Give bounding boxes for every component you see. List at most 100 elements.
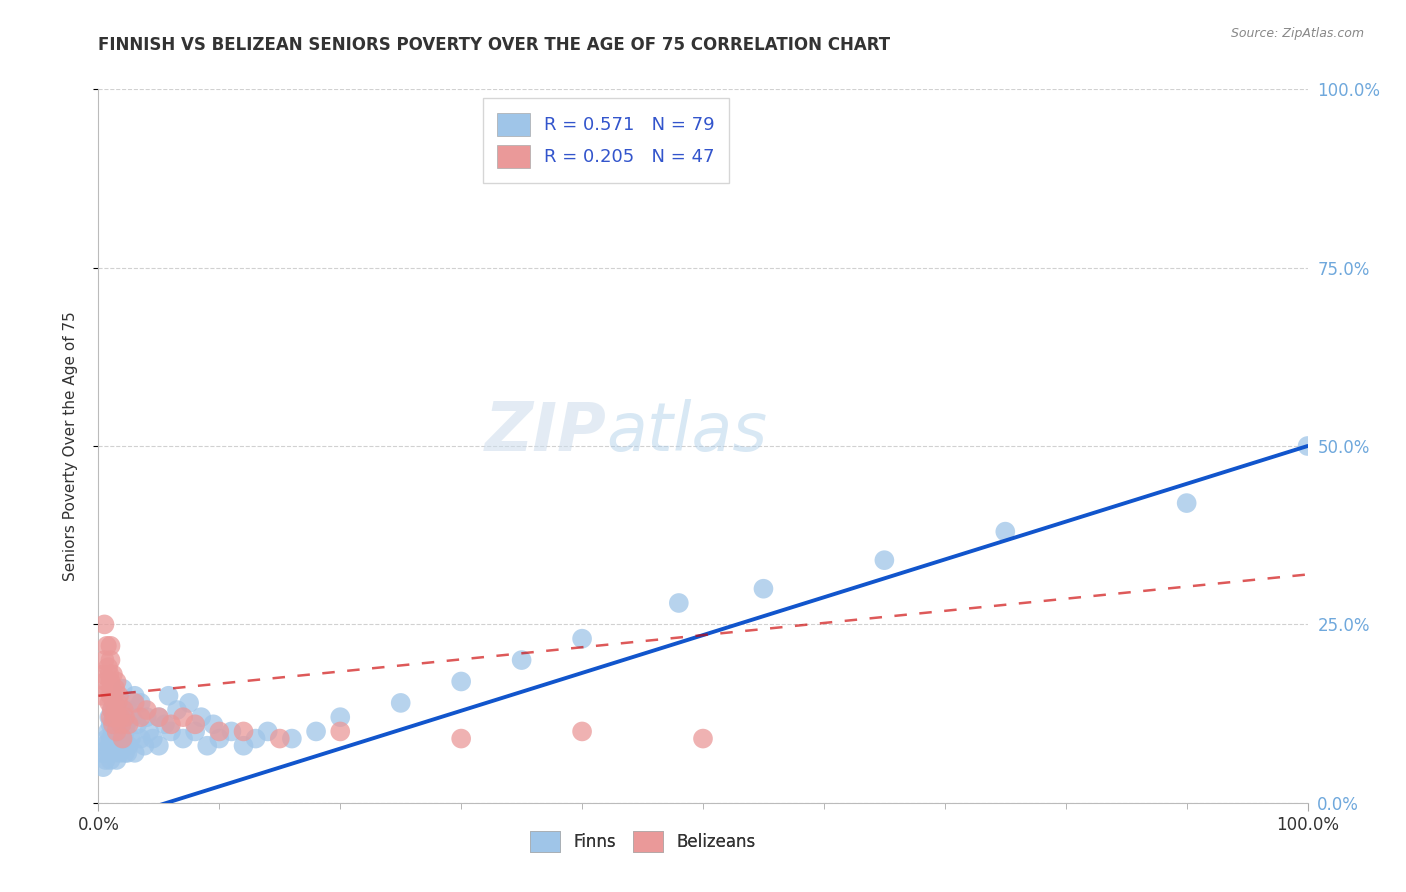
Point — [91, 667, 114, 681]
Point — [110, 717, 132, 731]
Point — [153, 717, 176, 731]
Point — [129, 696, 152, 710]
Point — [184, 724, 207, 739]
Point — [135, 703, 157, 717]
Point — [101, 667, 124, 681]
Point — [571, 724, 593, 739]
Point — [208, 724, 231, 739]
Point — [100, 710, 122, 724]
Point — [100, 681, 122, 696]
Point — [510, 653, 533, 667]
Text: FINNISH VS BELIZEAN SENIORS POVERTY OVER THE AGE OF 75 CORRELATION CHART: FINNISH VS BELIZEAN SENIORS POVERTY OVER… — [98, 36, 890, 54]
Point — [245, 731, 267, 746]
Point — [105, 724, 128, 739]
Point — [93, 653, 115, 667]
Point — [305, 724, 328, 739]
Point — [100, 639, 122, 653]
Point — [172, 731, 194, 746]
Point — [101, 724, 124, 739]
Point — [101, 717, 124, 731]
Point — [450, 731, 472, 746]
Point — [96, 639, 118, 653]
Point — [208, 731, 231, 746]
Point — [202, 717, 225, 731]
Point — [160, 724, 183, 739]
Point — [105, 724, 128, 739]
Point — [127, 717, 149, 731]
Point — [103, 731, 125, 746]
Point — [104, 681, 127, 696]
Point — [752, 582, 775, 596]
Point — [135, 710, 157, 724]
Point — [97, 746, 120, 760]
Point — [117, 746, 139, 760]
Point — [329, 710, 352, 724]
Point — [232, 739, 254, 753]
Point — [93, 739, 115, 753]
Point — [100, 731, 122, 746]
Point — [104, 739, 127, 753]
Point — [221, 724, 243, 739]
Point — [269, 731, 291, 746]
Point — [121, 710, 143, 724]
Point — [100, 653, 122, 667]
Point — [103, 710, 125, 724]
Point — [114, 746, 136, 760]
Point — [138, 724, 160, 739]
Point — [108, 689, 131, 703]
Point — [179, 696, 201, 710]
Point — [94, 753, 117, 767]
Point — [256, 724, 278, 739]
Point — [100, 717, 122, 731]
Point — [157, 689, 180, 703]
Point — [108, 739, 131, 753]
Point — [692, 731, 714, 746]
Point — [668, 596, 690, 610]
Point — [97, 681, 120, 696]
Point — [107, 731, 129, 746]
Point — [100, 753, 122, 767]
Point — [129, 710, 152, 724]
Point — [111, 703, 134, 717]
Point — [91, 746, 114, 760]
Point — [101, 746, 124, 760]
Point — [1175, 496, 1198, 510]
Point — [100, 739, 122, 753]
Point — [571, 632, 593, 646]
Point — [389, 696, 412, 710]
Point — [134, 739, 156, 753]
Text: Source: ZipAtlas.com: Source: ZipAtlas.com — [1230, 27, 1364, 40]
Point — [108, 717, 131, 731]
Point — [124, 746, 146, 760]
Point — [450, 674, 472, 689]
Point — [107, 710, 129, 724]
Y-axis label: Seniors Poverty Over the Age of 75: Seniors Poverty Over the Age of 75 — [63, 311, 77, 581]
Point — [184, 717, 207, 731]
Point — [105, 674, 128, 689]
Legend: Finns, Belizeans: Finns, Belizeans — [523, 824, 762, 859]
Point — [172, 710, 194, 724]
Point — [120, 731, 142, 746]
Point — [129, 731, 152, 746]
Point — [103, 710, 125, 724]
Point — [105, 703, 128, 717]
Point — [118, 703, 141, 717]
Point — [118, 739, 141, 753]
Point — [142, 731, 165, 746]
Point — [160, 717, 183, 731]
Point — [1296, 439, 1319, 453]
Point — [114, 724, 136, 739]
Point — [108, 746, 131, 760]
Point — [97, 724, 120, 739]
Point — [195, 739, 218, 753]
Point — [91, 760, 114, 774]
Text: ZIP: ZIP — [485, 399, 606, 465]
Point — [103, 696, 125, 710]
Point — [124, 696, 146, 710]
Point — [112, 703, 135, 717]
Point — [115, 717, 138, 731]
Point — [190, 710, 212, 724]
Point — [148, 710, 170, 724]
Point — [98, 710, 121, 724]
Point — [100, 674, 122, 689]
